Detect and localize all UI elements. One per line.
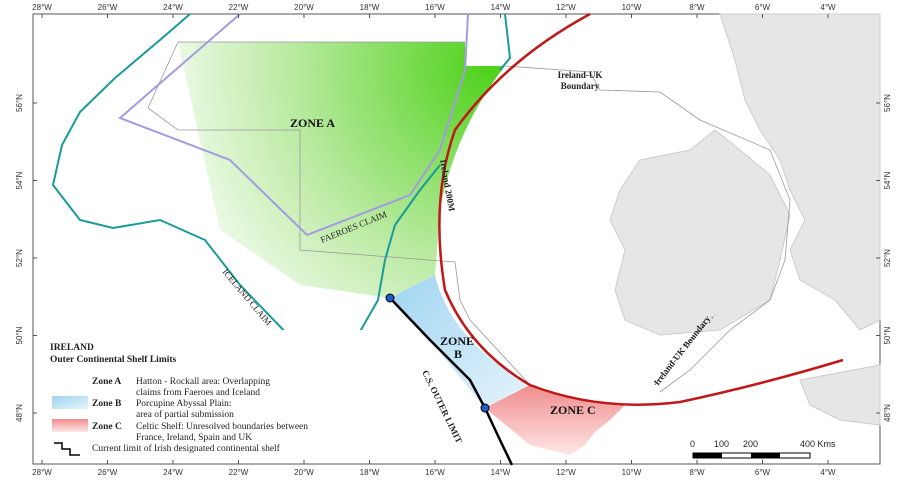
scale-bar bbox=[693, 453, 722, 458]
legend-item-name: Zone C bbox=[92, 422, 122, 432]
point bbox=[385, 293, 395, 303]
legend-item-text: Porcupine Abyssal Plain: bbox=[136, 399, 232, 409]
ireland-200m-line bbox=[438, 12, 844, 406]
line-label: Ireland-UK bbox=[558, 70, 603, 80]
longitude-label: 10°W bbox=[622, 3, 642, 12]
scale-label: 400 Kms bbox=[800, 439, 836, 449]
zone-c-area bbox=[485, 385, 625, 455]
longitude-label: 18°W bbox=[360, 3, 380, 12]
longitude-label: 12°W bbox=[556, 3, 576, 12]
legend-item-text: claims from Faeroes and Iceland bbox=[136, 387, 260, 398]
longitude-label: 24°W bbox=[163, 468, 183, 477]
latitude-label: 56°N bbox=[883, 94, 892, 112]
legend-subtitle: Outer Continental Shelf Limits bbox=[50, 355, 177, 365]
longitude-label: 14°W bbox=[491, 3, 511, 12]
longitude-label: 4°W bbox=[820, 3, 836, 12]
longitude-label: 12°W bbox=[556, 468, 576, 477]
scale-label: 0 bbox=[690, 439, 695, 449]
longitude-label: 22°W bbox=[229, 468, 249, 477]
faeroes-claim-line bbox=[118, 13, 469, 237]
legend-swatch bbox=[52, 374, 88, 387]
longitude-label: 26°W bbox=[98, 3, 118, 12]
legend-item-text: area of partial submission bbox=[136, 409, 234, 420]
legend-swatch bbox=[54, 442, 80, 456]
land-ireland bbox=[609, 129, 791, 336]
legend-item-text: France, Ireland, Spain and UK bbox=[136, 433, 252, 443]
longitude-label: 6°W bbox=[755, 3, 771, 12]
latitude-label: 52°N bbox=[15, 249, 24, 267]
longitude-label: 4°W bbox=[820, 468, 836, 477]
scale-bar bbox=[751, 453, 780, 458]
longitude-label: 22°W bbox=[229, 3, 249, 12]
scale-label: 200 bbox=[743, 439, 758, 449]
longitude-label: 28°W bbox=[32, 468, 52, 477]
latitude-label: 50°N bbox=[15, 326, 24, 344]
longitude-label: 8°W bbox=[689, 3, 705, 12]
line-label: Boundary bbox=[561, 81, 600, 91]
longitude-label: 28°W bbox=[32, 3, 52, 12]
longitude-label: 20°W bbox=[294, 3, 314, 12]
legend-swatch bbox=[52, 396, 88, 409]
legend-item-text: Current limit of Irish designated contin… bbox=[92, 443, 281, 454]
longitude-label: 6°W bbox=[755, 468, 771, 477]
latitude-label: 54°N bbox=[883, 171, 892, 189]
longitude-label: 16°W bbox=[425, 3, 445, 12]
latitude-label: 56°N bbox=[15, 94, 24, 112]
longitude-label: 10°W bbox=[622, 468, 642, 477]
legend-box bbox=[34, 330, 379, 463]
longitude-label: 14°W bbox=[491, 468, 511, 477]
longitude-label: 20°W bbox=[294, 468, 314, 477]
latitude-label: 48°N bbox=[883, 404, 892, 422]
zone-a-area bbox=[178, 42, 505, 298]
legend-item-text: Hatton - Rockall area: Overlapping bbox=[136, 377, 270, 387]
latitude-label: 48°N bbox=[15, 404, 24, 422]
latitude-label: 52°N bbox=[883, 249, 892, 267]
legend-item-name: Zone A bbox=[92, 377, 121, 387]
zone-label: B bbox=[454, 347, 462, 361]
zone-label: ZONE A bbox=[290, 116, 335, 130]
cs-outer-limit-line bbox=[389, 297, 514, 466]
zone-b-area bbox=[390, 275, 530, 408]
longitude-label: 26°W bbox=[98, 468, 118, 477]
longitude-label: 16°W bbox=[425, 468, 445, 477]
legend-item-name: Zone B bbox=[92, 399, 122, 409]
longitude-label: 24°W bbox=[163, 3, 183, 12]
zone-label: ZONE bbox=[440, 334, 474, 348]
latitude-label: 50°N bbox=[883, 326, 892, 344]
longitude-label: 8°W bbox=[689, 468, 705, 477]
boundary-line bbox=[654, 314, 716, 386]
iceland-claim-line bbox=[51, 13, 512, 345]
scale-label: 100 bbox=[714, 439, 729, 449]
zone-label: ZONE C bbox=[550, 403, 596, 417]
legend-title: IRELAND bbox=[50, 343, 94, 353]
legend-swatch bbox=[52, 419, 88, 432]
legend-item-text: Celtic Shelf: Unresolved boundaries betw… bbox=[136, 421, 308, 432]
land-england bbox=[799, 364, 881, 426]
latitude-label: 54°N bbox=[15, 171, 24, 189]
land-britain bbox=[719, 13, 881, 331]
point bbox=[480, 403, 490, 413]
longitude-label: 18°W bbox=[360, 468, 380, 477]
boundary-line bbox=[147, 41, 791, 393]
